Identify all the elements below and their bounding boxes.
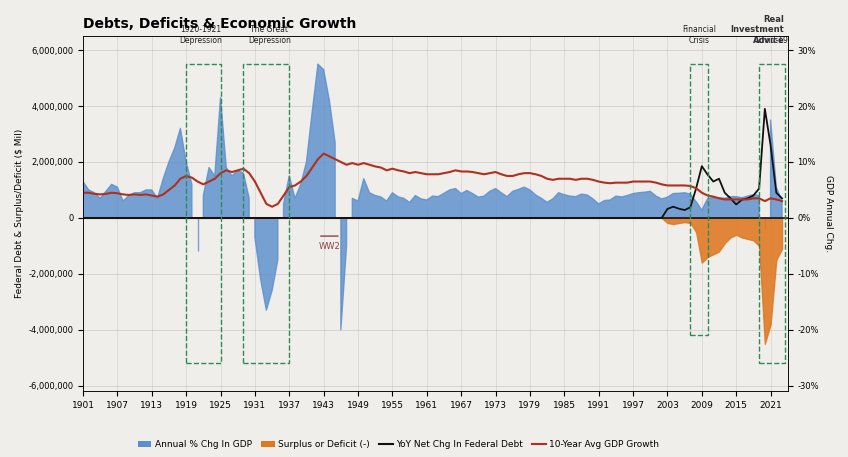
Text: 1920-1921
Depression: 1920-1921 Depression bbox=[179, 25, 222, 44]
Text: Debts, Deficits & Economic Growth: Debts, Deficits & Economic Growth bbox=[83, 17, 356, 31]
Bar bbox=[243, 64, 289, 363]
Bar bbox=[690, 64, 707, 335]
Y-axis label: GDP Annual Chg.: GDP Annual Chg. bbox=[824, 175, 833, 252]
Text: Financial
Crisis: Financial Crisis bbox=[682, 25, 716, 44]
Bar bbox=[759, 64, 785, 363]
Text: The Great
Depression: The Great Depression bbox=[248, 25, 291, 44]
Y-axis label: Federal Debt & Surplus/Deficit ($ Mil): Federal Debt & Surplus/Deficit ($ Mil) bbox=[15, 129, 24, 298]
Text: Covid-19: Covid-19 bbox=[755, 36, 789, 44]
Text: WW2: WW2 bbox=[319, 242, 340, 251]
Bar bbox=[187, 64, 220, 363]
Text: Real
Investment
Advice: Real Investment Advice bbox=[730, 15, 784, 45]
Legend: Annual % Chg In GDP, Surplus or Deficit (-), YoY Net Chg In Federal Debt, 10-Yea: Annual % Chg In GDP, Surplus or Deficit … bbox=[134, 436, 663, 452]
